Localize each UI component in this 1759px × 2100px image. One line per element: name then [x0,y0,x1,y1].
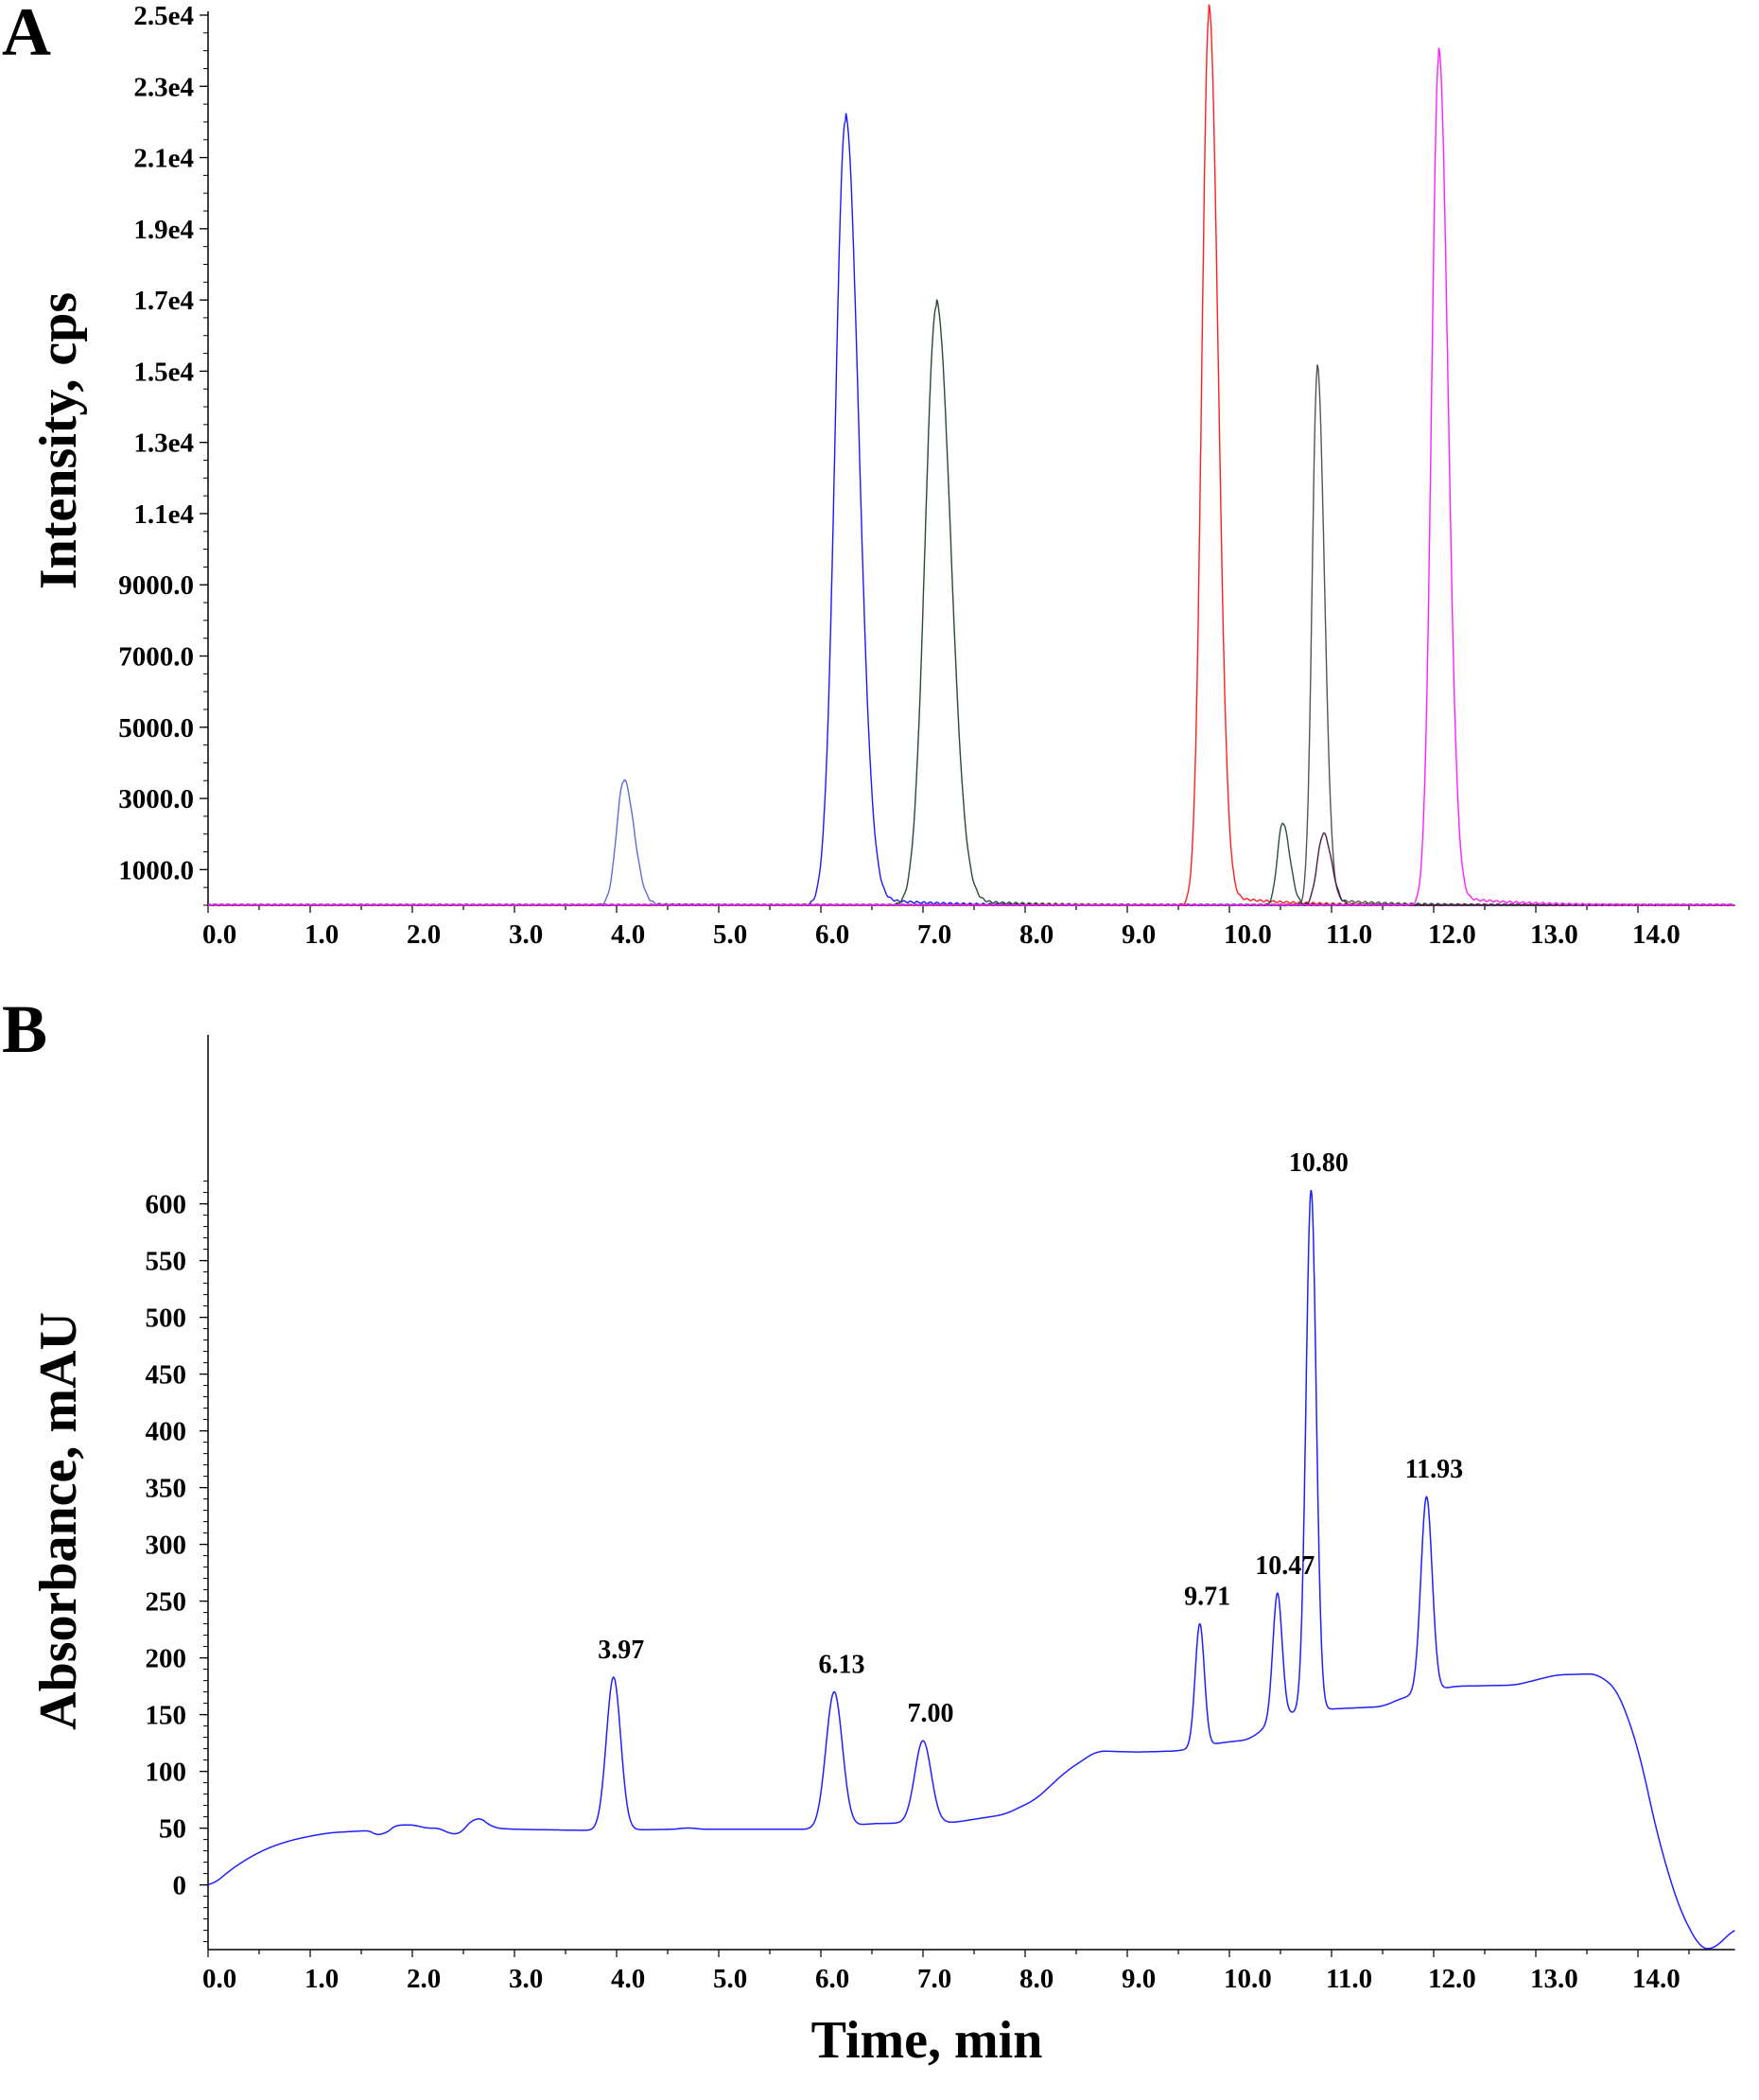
plot-b: 0.0 1.0 2.0 3.0 4.0 5.0 6.0 7.0 8.0 9.0 10.0 11.0 12… [146,1035,1735,1994]
x-tick-label-a: 7.0 [917,919,951,950]
x-tick-label-b: 12.0 [1428,1964,1476,1994]
peak-label: 10.47 [1255,1551,1315,1581]
y-tick-label-a: 3000.0 [118,784,194,814]
peak-label: 7.00 [908,1699,954,1728]
x-tick-label-b: 4.0 [611,1964,645,1994]
x-tick-label-a: 10.0 [1224,919,1272,950]
x-tick-label-b: 1.0 [305,1964,339,1994]
x-tick-label-b: 9.0 [1122,1964,1156,1994]
peak-label: 3.97 [598,1636,644,1665]
x-tick-label-b: 10.0 [1224,1964,1272,1994]
absorbance-line [207,1190,1735,1950]
x-tick-label-b: 0.0 [202,1964,236,1994]
x-tick-label-a: 0.0 [202,919,236,950]
peak-label: 10.80 [1289,1148,1349,1178]
y-axis-title-b: Absorbance, mAU [29,1312,88,1730]
y-tick-label-b: 350 [146,1474,187,1504]
series-line-a-1 [207,779,1735,906]
peak-label: 11.93 [1405,1455,1463,1484]
x-tick-label-a: 5.0 [713,919,747,950]
x-tick-label-a: 9.0 [1122,919,1156,950]
x-tick-label-b: 6.0 [815,1964,849,1994]
x-tick-label-b: 2.0 [407,1964,441,1994]
x-tick-label-a: 14.0 [1632,919,1681,950]
x-tick-label-a: 8.0 [1019,919,1054,950]
y-tick-label-a: 1.5e4 [133,357,194,387]
x-tick-label-a: 12.0 [1428,919,1476,950]
series-line-a-4 [208,4,1735,906]
y-tick-label-b: 200 [146,1644,187,1674]
series-line-a-6 [207,364,1735,906]
x-tick-label-b: 5.0 [713,1964,747,1994]
x-tick-label-b: 7.0 [917,1964,951,1994]
y-tick-label-a: 2.5e4 [133,1,194,31]
x-tick-label-b: 14.0 [1632,1964,1681,1994]
y-tick-label-b: 550 [146,1247,187,1277]
y-tick-label-a: 1000.0 [118,855,194,885]
x-tick-label-a: 1.0 [305,919,339,950]
x-tick-label-b: 8.0 [1019,1964,1054,1994]
y-tick-label-a: 1.1e4 [133,499,194,530]
y-tick-label-a: 1.3e4 [133,429,194,459]
series-line-a-3 [207,299,1735,906]
x-tick-label-b: 11.0 [1326,1964,1372,1994]
y-tick-label-b: 250 [146,1587,187,1618]
y-tick-label-a: 9000.0 [118,570,194,601]
y-tick-label-b: 400 [146,1417,187,1447]
x-tick-label-a: 6.0 [815,919,849,950]
x-tick-label-a: 11.0 [1326,919,1372,950]
y-tick-label-b: 150 [146,1701,187,1731]
x-tick-label-b: 13.0 [1530,1964,1578,1994]
x-tick-label-a: 13.0 [1530,919,1578,950]
y-tick-label-a: 1.9e4 [133,215,194,245]
y-axis-title-a: Intensity, cps [29,292,88,589]
panel-label-b: B [2,991,47,1067]
x-tick-label-a: 4.0 [611,919,645,950]
series-line-a-2 [207,113,1735,906]
y-tick-label-b: 450 [146,1360,187,1391]
series-line-a-5 [207,822,1735,906]
x-axis-title-b: Time, min [811,2011,1043,2070]
peak-label: 9.71 [1184,1583,1230,1612]
x-tick-label-a: 3.0 [509,919,543,950]
y-tick-label-a: 2.3e4 [133,72,194,102]
peak-label: 6.13 [819,1651,865,1680]
panel-label-a: A [2,0,51,70]
y-tick-label-a: 2.1e4 [133,144,194,174]
y-tick-label-a: 5000.0 [118,713,194,744]
y-tick-label-b: 500 [146,1304,187,1334]
x-tick-label-a: 2.0 [407,919,441,950]
y-tick-label-b: 300 [146,1531,187,1561]
y-tick-label-b: 600 [146,1190,187,1220]
x-tick-label-b: 3.0 [509,1964,543,1994]
series-line-a-8 [207,47,1735,906]
y-tick-label-b: 50 [159,1814,186,1845]
y-tick-label-b: 0 [173,1871,187,1901]
y-tick-label-b: 100 [146,1758,187,1788]
y-tick-label-a: 7000.0 [118,642,194,673]
plot-a: 0.0 1.0 2.0 3.0 4.0 5.0 6.0 7.0 8.0 9.0 10.0 11.0 12… [118,1,1735,950]
y-tick-label-a: 1.7e4 [133,286,194,316]
